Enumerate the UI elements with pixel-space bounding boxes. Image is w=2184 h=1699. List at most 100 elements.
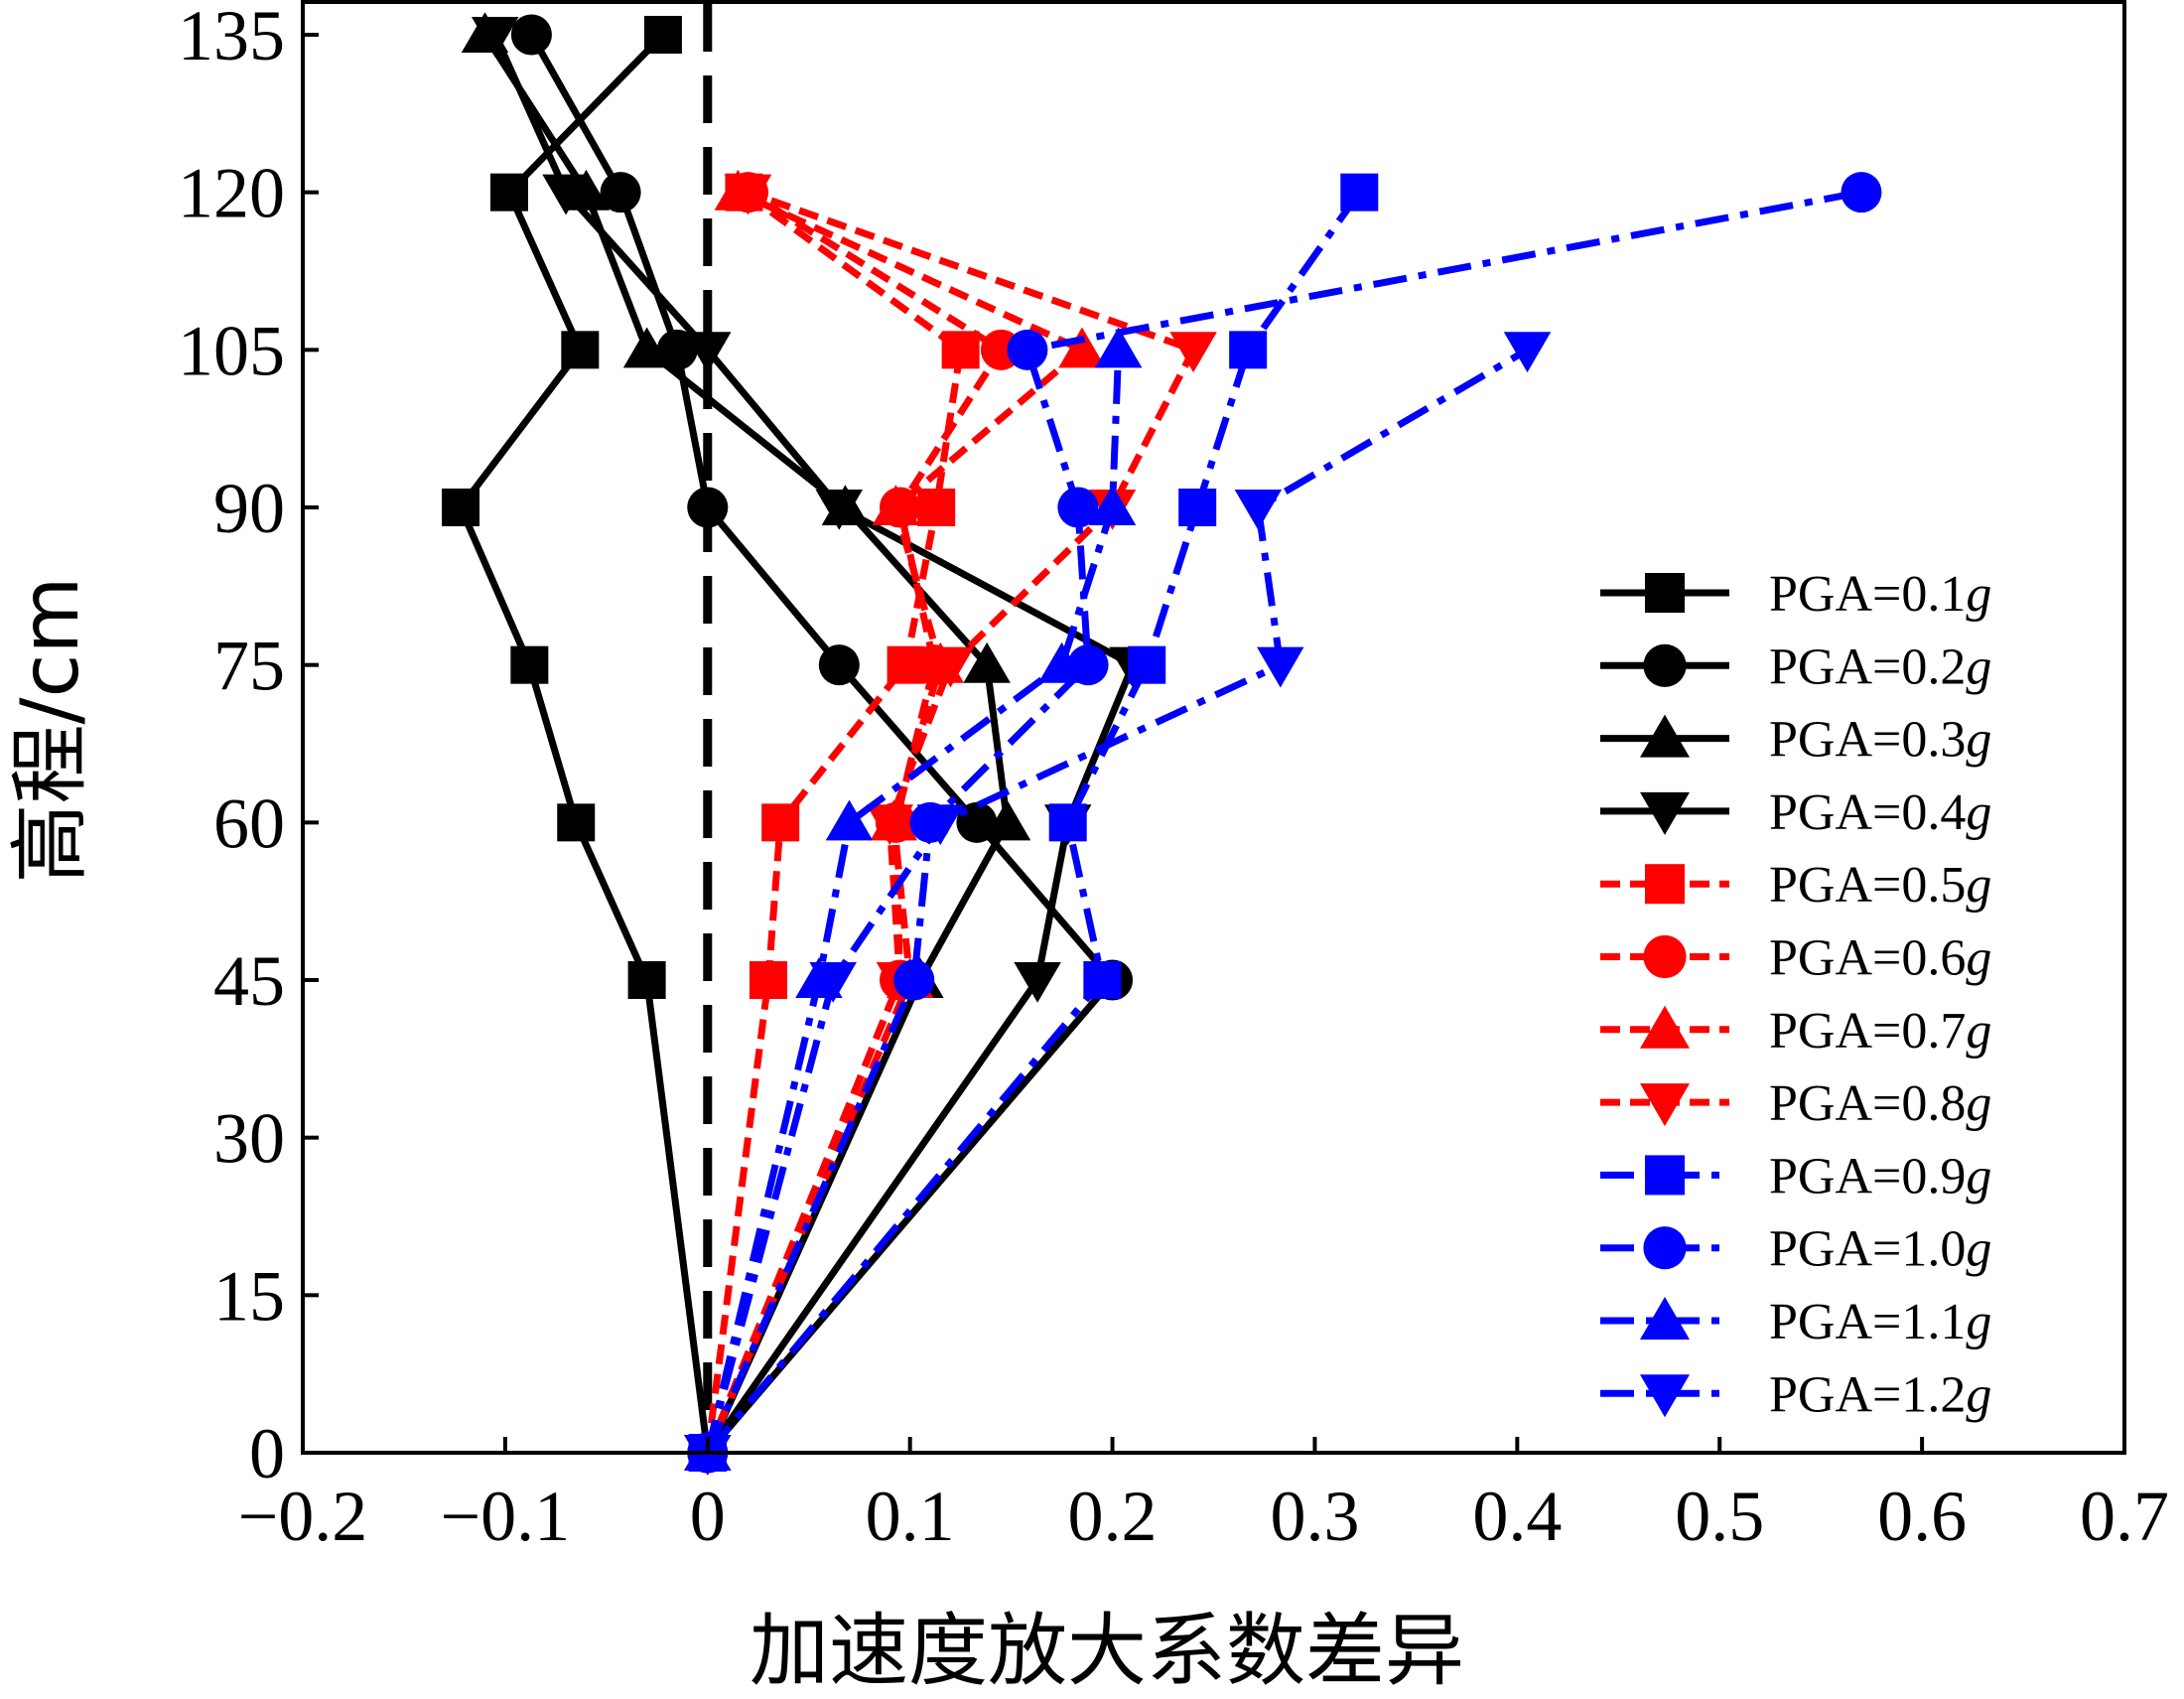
- data-point: [600, 172, 641, 213]
- legend-marker: [1645, 864, 1685, 905]
- x-tick-label: 0.2: [1068, 1477, 1158, 1556]
- legend-entry: PGA=0.1g: [1600, 566, 1991, 623]
- data-point: [684, 332, 732, 373]
- data-point: [825, 799, 874, 841]
- series-layer: [442, 12, 1882, 1476]
- x-tick-label: 0.6: [1877, 1477, 1967, 1556]
- data-point: [916, 804, 964, 846]
- legend-label-unit: g: [1966, 1221, 1991, 1278]
- data-point: [1169, 332, 1217, 373]
- data-point: [557, 803, 596, 842]
- legend-entry: PGA=0.3g: [1600, 712, 1991, 769]
- legend-marker: [1643, 643, 1687, 687]
- series-line: [704, 350, 1123, 1454]
- series-line: [704, 347, 1530, 1454]
- legend-label-unit: g: [1966, 1003, 1991, 1060]
- legend-label: PGA=1.2g: [1769, 1366, 1991, 1423]
- legend-label-text: PGA=1.1: [1769, 1294, 1966, 1350]
- legend-label-text: PGA=0.2: [1769, 638, 1966, 695]
- legend-label: PGA=0.2g: [1769, 638, 1991, 695]
- data-point: [656, 329, 698, 370]
- legend-marker: [1645, 573, 1685, 613]
- legend-label-text: PGA=0.7: [1769, 1003, 1966, 1060]
- data-point: [542, 174, 590, 215]
- legend-marker: [1640, 714, 1690, 758]
- legend-marker: [1640, 1297, 1690, 1340]
- data-point: [1007, 329, 1048, 370]
- data-point: [917, 489, 956, 526]
- legend-marker: [1640, 1083, 1690, 1127]
- legend-label: PGA=1.1g: [1769, 1294, 1991, 1350]
- data-point: [510, 645, 549, 684]
- legend-label: PGA=0.3g: [1769, 712, 1991, 769]
- legend-label: PGA=0.7g: [1769, 1003, 1991, 1060]
- legend-label-text: PGA=1.2: [1769, 1366, 1966, 1423]
- y-tick-label: 45: [213, 941, 285, 1021]
- x-axis-title: 加速度放大系数差异: [750, 1605, 1464, 1697]
- x-tick-label: 0: [690, 1477, 726, 1556]
- data-point: [893, 959, 935, 1001]
- y-tick-label: 75: [213, 627, 285, 706]
- data-point: [1037, 641, 1086, 683]
- y-tick-label: 15: [213, 1256, 285, 1336]
- legend-label-text: PGA=0.6: [1769, 930, 1966, 987]
- legend-label: PGA=0.8g: [1769, 1075, 1991, 1132]
- y-tick-label: 105: [178, 311, 285, 390]
- data-point: [818, 644, 860, 686]
- legend-entry: PGA=0.5g: [1600, 857, 1991, 914]
- data-point: [815, 489, 864, 530]
- data-point: [510, 14, 552, 56]
- legend-entry: PGA=0.6g: [1600, 930, 1991, 987]
- x-tick-label: 0.3: [1270, 1477, 1359, 1556]
- legend-label-text: PGA=0.4: [1769, 784, 1966, 841]
- y-tick-label: 30: [213, 1099, 285, 1179]
- series-line: [528, 33, 1117, 1456]
- data-point: [561, 331, 600, 369]
- legend-label-unit: g: [1966, 857, 1991, 914]
- legend: PGA=0.1gPGA=0.2gPGA=0.3gPGA=0.4gPGA=0.5g…: [1600, 566, 1991, 1423]
- data-point: [684, 1434, 732, 1476]
- data-point: [749, 961, 787, 999]
- series-PGA=0.1g: [442, 16, 727, 1472]
- data-point: [1340, 173, 1379, 212]
- legend-label-text: PGA=0.1: [1769, 566, 1966, 623]
- data-point: [1094, 327, 1143, 368]
- data-point: [941, 331, 980, 369]
- legend-entry: PGA=0.7g: [1600, 1003, 1991, 1060]
- legend-label-unit: g: [1966, 1075, 1991, 1132]
- legend-label-unit: g: [1966, 784, 1991, 841]
- data-point: [1048, 803, 1087, 842]
- legend-label: PGA=0.6g: [1769, 930, 1991, 987]
- legend-marker: [1643, 934, 1687, 979]
- legend-entry: PGA=0.2g: [1600, 638, 1991, 695]
- legend-label-unit: g: [1966, 712, 1991, 769]
- legend-entry: PGA=1.0g: [1600, 1221, 1991, 1278]
- data-point: [1014, 961, 1061, 1003]
- legend-label: PGA=0.5g: [1769, 857, 1991, 914]
- y-tick-label: 60: [213, 783, 285, 863]
- data-point: [866, 804, 914, 846]
- data-point: [687, 487, 729, 528]
- legend-label: PGA=0.9g: [1769, 1148, 1991, 1204]
- data-point: [489, 173, 528, 212]
- data-point: [622, 327, 671, 368]
- legend-entry: PGA=0.9g: [1600, 1148, 1991, 1204]
- data-point: [963, 641, 1011, 683]
- legend-marker: [1640, 1374, 1690, 1418]
- x-tick-label: 0.4: [1472, 1477, 1562, 1556]
- x-tick-label: 0.7: [2080, 1477, 2169, 1556]
- data-point: [1058, 327, 1106, 368]
- legend-entry: PGA=1.1g: [1600, 1294, 1991, 1350]
- data-point: [983, 799, 1031, 841]
- x-tick-label: 0.5: [1675, 1477, 1764, 1556]
- legend-entry: PGA=0.8g: [1600, 1075, 1991, 1132]
- series-line: [457, 32, 712, 1454]
- data-point: [643, 16, 682, 54]
- legend-label: PGA=1.0g: [1769, 1221, 1991, 1278]
- legend-label-unit: g: [1966, 1294, 1991, 1350]
- x-tick-label: −0.1: [441, 1477, 571, 1556]
- data-point: [1088, 485, 1137, 526]
- y-axis-title: 高程/cm: [4, 577, 96, 884]
